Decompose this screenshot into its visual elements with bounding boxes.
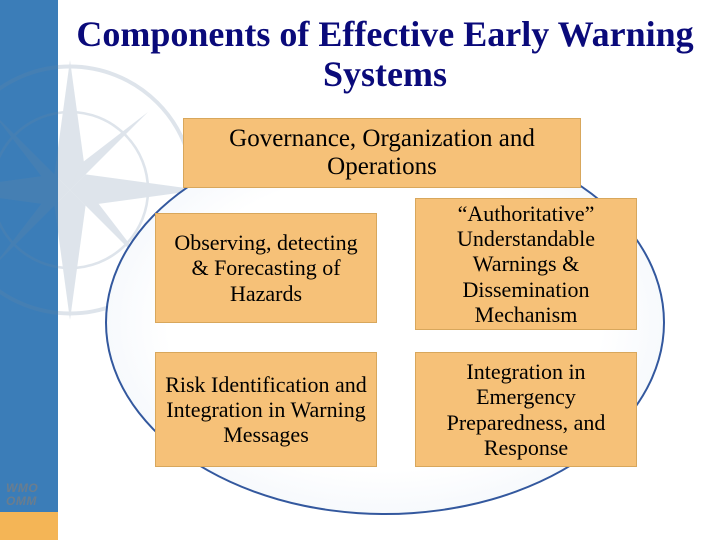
wmo-line-2: OMM xyxy=(6,495,54,508)
box-integration: Integration in Emergency Preparedness, a… xyxy=(415,352,637,467)
box-observing: Observing, detecting & Forecasting of Ha… xyxy=(155,213,377,323)
box-governance: Governance, Organization and Operations xyxy=(183,118,581,188)
wmo-line-1: WMO xyxy=(6,482,54,495)
wmo-logo-text: WMO OMM xyxy=(6,482,54,508)
box-risk: Risk Identification and Integration in W… xyxy=(155,352,377,467)
page-title: Components of Effective Early Warning Sy… xyxy=(70,14,700,95)
box-warnings: “Authoritative” Understandable Warnings … xyxy=(415,198,637,330)
bottom-accent-bar xyxy=(0,512,58,540)
